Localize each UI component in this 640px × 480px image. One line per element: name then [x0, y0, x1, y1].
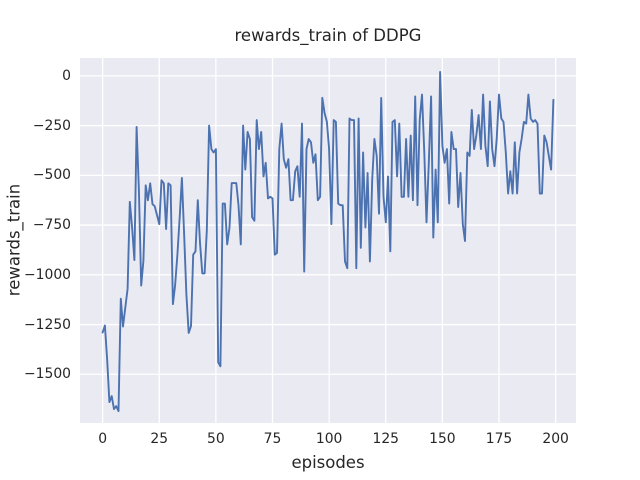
x-axis-label: episodes	[291, 453, 365, 472]
x-tick-label: 25	[150, 431, 169, 447]
axes-background	[80, 58, 576, 423]
y-tick-label: −250	[32, 117, 71, 134]
chart-title: rewards_train of DDPG	[234, 26, 422, 45]
x-tick-label: 175	[485, 431, 513, 447]
x-tick-label: 0	[98, 431, 108, 447]
x-tick-label: 200	[542, 431, 569, 447]
x-tick-label: 125	[372, 431, 400, 447]
x-tick-label: 100	[315, 431, 343, 447]
x-tick-label: 150	[429, 431, 456, 447]
plot-area	[80, 58, 576, 423]
line-chart-svg	[80, 58, 576, 423]
y-tick-label: −1500	[24, 366, 71, 383]
y-tick-label: −1250	[24, 316, 71, 333]
y-tick-label: −1000	[24, 266, 71, 283]
x-tick-label: 75	[263, 431, 282, 447]
reward-line	[101, 70, 555, 413]
y-tick-label: 0	[62, 67, 71, 84]
y-tick-label: −500	[32, 167, 71, 184]
y-tick-label: −750	[32, 217, 71, 234]
x-tick-label: 50	[207, 431, 225, 447]
